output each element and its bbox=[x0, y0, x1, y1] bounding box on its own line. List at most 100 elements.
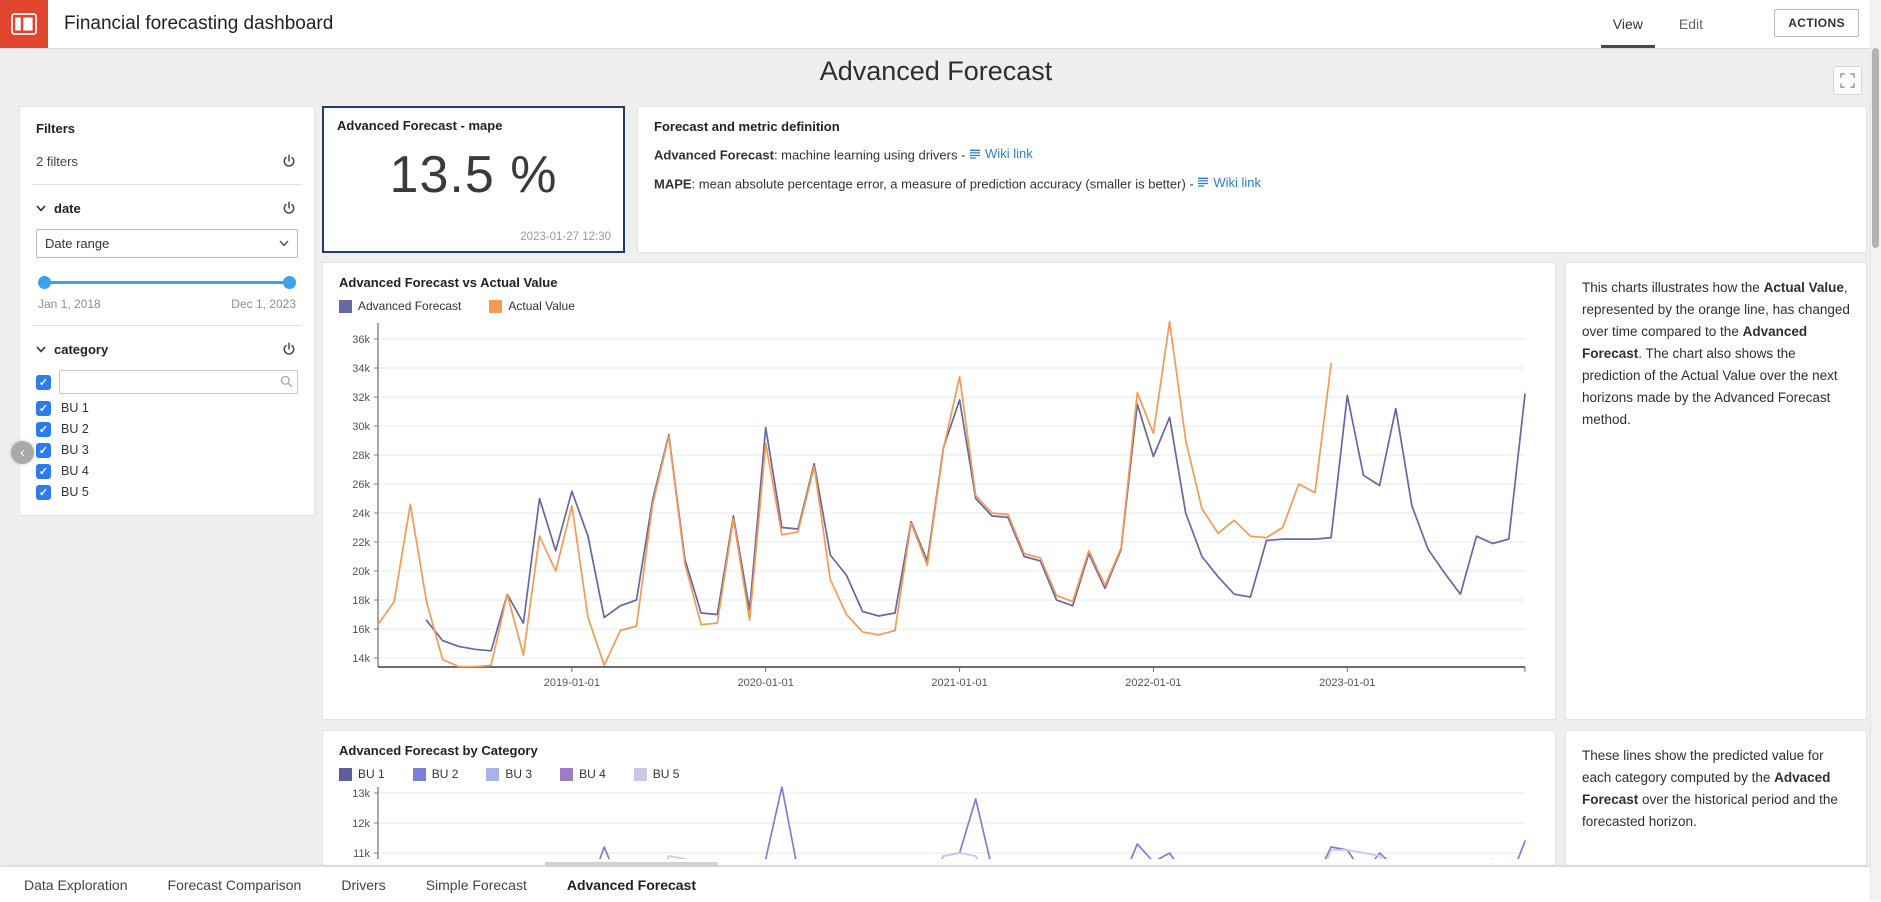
actions-button[interactable]: ACTIONS bbox=[1774, 9, 1859, 37]
view-edit-tabs: View Edit bbox=[1595, 0, 1721, 48]
category-options-list: ✓ BU 1 ✓ BU 2 ✓ BU 3 ✓ BU 4 ✓ BU 5 bbox=[36, 400, 298, 500]
svg-text:2021-01-01: 2021-01-01 bbox=[931, 677, 987, 689]
category-option-row: ✓ BU 4 bbox=[36, 463, 298, 479]
note-bold-text: Advanced Forecast bbox=[654, 147, 774, 163]
vertical-scrollbar[interactable] bbox=[1870, 0, 1881, 901]
category-checkbox[interactable]: ✓ bbox=[36, 442, 51, 458]
svg-text:32k: 32k bbox=[352, 392, 370, 404]
svg-text:20k: 20k bbox=[352, 566, 370, 578]
slide-tab-forecast-comparison[interactable]: Forecast Comparison bbox=[167, 876, 302, 893]
slide-tab-simple-forecast[interactable]: Simple Forecast bbox=[425, 876, 527, 893]
category-option-row: ✓ BU 5 bbox=[36, 484, 298, 500]
dashboard-logo-icon bbox=[11, 13, 37, 35]
select-all-checkbox[interactable]: ✓ bbox=[36, 374, 51, 390]
svg-text:13k: 13k bbox=[352, 788, 370, 800]
tab-view[interactable]: View bbox=[1595, 0, 1661, 48]
svg-text:28k: 28k bbox=[352, 450, 370, 462]
slider-handle-start[interactable] bbox=[38, 276, 51, 289]
filters-panel: Filters 2 filters date Date range bbox=[19, 106, 315, 516]
collapse-filters-button[interactable]: ‹ bbox=[11, 441, 34, 464]
slides-tab-bar: Data Exploration Forecast Comparison Drive… bbox=[0, 862, 1881, 902]
note-text: . The chart also shows the prediction of… bbox=[1582, 346, 1838, 427]
svg-text:2019-01-01: 2019-01-01 bbox=[544, 677, 600, 689]
legend-item[interactable]: Actual Value bbox=[489, 299, 575, 313]
slide-tab-drivers[interactable]: Drivers bbox=[341, 876, 386, 893]
svg-text:24k: 24k bbox=[352, 508, 370, 520]
svg-text:14k: 14k bbox=[352, 653, 370, 665]
category-chart-note: These lines show the predicted value for… bbox=[1565, 730, 1867, 866]
legend-swatch bbox=[633, 767, 647, 781]
category-checkbox[interactable]: ✓ bbox=[36, 484, 51, 500]
main-chart-tile: Advanced Forecast vs Actual Value Advanc… bbox=[322, 262, 1556, 720]
tab-edit[interactable]: Edit bbox=[1678, 16, 1703, 32]
legend-label: BU 5 bbox=[652, 767, 680, 781]
date-range-slider[interactable] bbox=[38, 276, 296, 289]
note-bold-text: MAPE bbox=[654, 176, 692, 191]
chevron-down-icon[interactable] bbox=[36, 204, 46, 212]
slider-track[interactable] bbox=[42, 281, 292, 284]
svg-text:36k: 36k bbox=[352, 334, 370, 346]
category-chart-tile: Advanced Forecast by Category BU 1 BU 2 BU… bbox=[322, 730, 1556, 866]
filters-summary: 2 filters bbox=[36, 153, 78, 169]
app-logo[interactable] bbox=[0, 0, 48, 48]
kpi-title: Advanced Forecast - mape bbox=[337, 118, 503, 133]
date-mode-select[interactable]: Date range bbox=[36, 229, 298, 258]
fullscreen-button[interactable] bbox=[1833, 66, 1862, 95]
legend-label: Actual Value bbox=[508, 299, 575, 313]
date-filter-title: date bbox=[54, 200, 81, 216]
scrollbar-thumb[interactable] bbox=[1872, 48, 1879, 248]
definition-line: Advanced Forecast: machine learning usin… bbox=[654, 146, 1850, 163]
category-checkbox[interactable]: ✓ bbox=[36, 421, 51, 437]
main-chart-note: This charts illustrates how the Actual V… bbox=[1565, 262, 1867, 720]
kpi-card-mape[interactable]: Advanced Forecast - mape 13.5 % 2023-01-… bbox=[322, 106, 625, 253]
main-chart-title: Advanced Forecast vs Actual Value bbox=[339, 275, 558, 290]
legend-item[interactable]: BU 3 bbox=[486, 767, 532, 781]
top-bar: Financial forecasting dashboard View Edi… bbox=[0, 0, 1881, 49]
svg-text:22k: 22k bbox=[352, 537, 370, 549]
legend-swatch bbox=[489, 299, 503, 313]
kpi-timestamp: 2023-01-27 12:30 bbox=[520, 231, 611, 243]
svg-text:26k: 26k bbox=[352, 479, 370, 491]
legend-item[interactable]: Advanced Forecast bbox=[339, 299, 461, 313]
power-icon bbox=[283, 201, 295, 214]
category-checkbox[interactable]: ✓ bbox=[36, 463, 51, 479]
legend-item[interactable]: BU 1 bbox=[339, 767, 385, 781]
svg-text:34k: 34k bbox=[352, 363, 370, 375]
chevron-down-icon[interactable] bbox=[36, 345, 46, 353]
search-icon bbox=[280, 375, 293, 388]
legend-label: BU 2 bbox=[431, 767, 459, 781]
main-chart-canvas[interactable]: 14k 16k 18k 20k 22k 24k 26k 28k 30k 32k 34k 36k 2019… bbox=[333, 315, 1533, 693]
category-filter-power-toggle[interactable] bbox=[280, 340, 298, 358]
svg-text:16k: 16k bbox=[352, 624, 370, 636]
slide-tab-data-exploration[interactable]: Data Exploration bbox=[24, 876, 128, 893]
svg-text:30k: 30k bbox=[352, 421, 370, 433]
slider-handle-end[interactable] bbox=[283, 276, 296, 289]
filters-power-toggle[interactable] bbox=[280, 152, 298, 170]
legend-item[interactable]: BU 2 bbox=[412, 767, 459, 781]
date-mode-selected: Date range bbox=[45, 236, 110, 251]
category-search-input[interactable] bbox=[59, 370, 298, 394]
date-filter-power-toggle[interactable] bbox=[280, 199, 298, 217]
svg-text:2020-01-01: 2020-01-01 bbox=[738, 677, 794, 689]
category-checkbox[interactable]: ✓ bbox=[36, 400, 51, 416]
wiki-link[interactable]: Wiki link bbox=[1197, 175, 1261, 190]
legend-label: BU 3 bbox=[505, 767, 533, 781]
legend-swatch bbox=[486, 767, 500, 781]
slide-tab-advanced-forecast[interactable]: Advanced Forecast bbox=[566, 876, 697, 893]
wiki-link[interactable]: Wiki link bbox=[969, 146, 1033, 161]
category-chart-canvas[interactable]: 13k 12k 11k bbox=[333, 783, 1533, 859]
svg-text:2023-01-01: 2023-01-01 bbox=[1319, 677, 1375, 689]
note-text: These lines show the predicted value for… bbox=[1582, 748, 1824, 785]
legend-swatch bbox=[560, 767, 574, 781]
range-end-label: Dec 1, 2023 bbox=[231, 297, 296, 311]
category-option-row: ✓ BU 1 bbox=[36, 400, 298, 416]
legend-item[interactable]: BU 5 bbox=[633, 767, 680, 781]
category-option-label: BU 4 bbox=[61, 464, 89, 478]
legend-label: BU 4 bbox=[579, 767, 606, 781]
note-text: : machine learning using drivers - bbox=[773, 147, 970, 163]
power-icon bbox=[283, 342, 295, 355]
legend-item[interactable]: BU 4 bbox=[560, 767, 606, 781]
main-chart-legend: Advanced Forecast Actual Value bbox=[323, 290, 1555, 315]
wiki-icon bbox=[1198, 177, 1209, 187]
select-chevron-icon bbox=[279, 240, 289, 247]
